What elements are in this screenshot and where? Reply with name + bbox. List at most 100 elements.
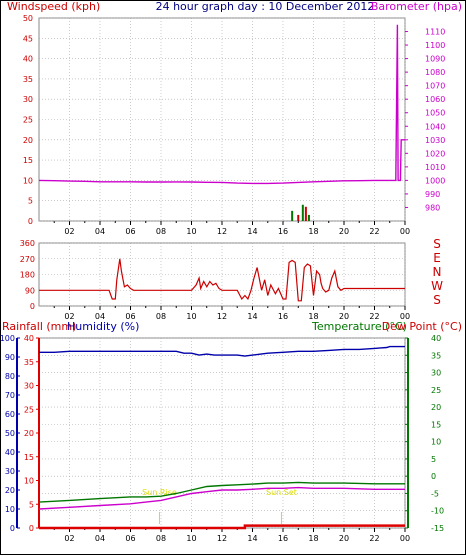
direction-tick-label: 360: [20, 239, 35, 248]
x-tick-label: 04: [95, 534, 105, 543]
barometer-tick-label: 1060: [425, 95, 445, 104]
x-tick-label: 12: [217, 227, 227, 236]
windspeed-tick-label: 20: [23, 136, 33, 145]
humidity-tick-label: 30: [5, 467, 15, 476]
dewpoint-line: [38, 486, 405, 510]
rainfall-tick-label: 0: [29, 524, 34, 533]
dewpoint-axis-label: Dew Point (°C): [382, 320, 462, 333]
rainfall-tick-label: 10: [24, 477, 34, 486]
chart-title: 24 hour graph day : 10 December 2012: [156, 0, 375, 13]
x-tick-label: 14: [247, 534, 257, 543]
windspeed-tick-label: 35: [23, 75, 33, 84]
rainfall-tick-label: 15: [24, 453, 34, 462]
x-tick-label: 00: [400, 227, 410, 236]
direction-tick-label: 0: [30, 302, 35, 311]
humidity-tick-label: 60: [5, 410, 15, 419]
x-tick-label: 04: [95, 312, 105, 321]
x-tick-label: 02: [64, 227, 74, 236]
barometer-tick-label: 980: [425, 203, 440, 212]
x-tick-label: 12: [217, 534, 227, 543]
temperature-tick-label: 10: [431, 438, 441, 447]
barometer-tick-label: 1030: [425, 136, 445, 145]
humidity-tick-label: 50: [5, 429, 15, 438]
barometer-axis-label: Barometer (hpa): [371, 0, 462, 13]
barometer-tick-label: 990: [425, 190, 440, 199]
windspeed-tick-label: 15: [23, 156, 33, 165]
x-tick-label: 08: [156, 534, 166, 543]
humidity-tick-label: 80: [5, 372, 15, 381]
barometer-tick-label: 1110: [425, 28, 445, 37]
temperature-tick-label: 35: [431, 351, 441, 360]
x-tick-label: 22: [369, 534, 379, 543]
x-tick-label: 06: [125, 227, 135, 236]
windspeed-tick-label: 25: [23, 116, 33, 125]
x-tick-label: 14: [247, 312, 257, 321]
x-tick-label: 00: [400, 312, 410, 321]
rainfall-tick-label: 30: [24, 382, 34, 391]
windspeed-tick-label: 50: [23, 14, 33, 23]
humidity-tick-label: 10: [5, 505, 15, 514]
wind-barometer-panel: 02 04 06 08 10 12 14 16 18 20 22 000510152025303540…: [23, 14, 446, 236]
x-tick-label: 10: [186, 227, 196, 236]
x-tick-label: 02: [64, 312, 74, 321]
barometer-tick-label: 1070: [425, 82, 445, 91]
x-tick-label: 00: [400, 534, 410, 543]
x-tick-label: 22: [369, 312, 379, 321]
sunrise-label: Sun Rise: [142, 488, 177, 497]
x-tick-label: 16: [278, 312, 288, 321]
temperature-axis-label: Temperature (°C): [311, 320, 407, 333]
compass-letter: S: [433, 293, 441, 307]
windspeed-tick-label: 40: [23, 55, 33, 64]
direction-tick-label: 180: [20, 271, 35, 280]
direction-line: [39, 258, 405, 302]
x-tick-label: 18: [308, 312, 318, 321]
sunset-label: Sun Set: [266, 488, 297, 497]
x-tick-label: 10: [186, 312, 196, 321]
barometer-tick-label: 1090: [425, 55, 445, 64]
temperature-tick-label: 5: [431, 455, 436, 464]
humidity-line: [39, 345, 405, 357]
direction-tick-label: 90: [25, 286, 35, 295]
windspeed-tick-label: 0: [28, 217, 33, 226]
rainfall-tick-label: 35: [24, 358, 34, 367]
temperature-humidity-panel: 02 04 06 08 10 12 14 16 18 20 22 00-15-10-505101520…: [0, 334, 444, 543]
x-tick-label: 18: [308, 227, 318, 236]
x-tick-label: 02: [64, 534, 74, 543]
rainfall-tick-label: 20: [24, 429, 34, 438]
rainfall-tick-label: 40: [24, 334, 34, 343]
humidity-tick-label: 100: [0, 334, 15, 343]
temperature-tick-label: 15: [431, 420, 441, 429]
temperature-tick-label: 30: [431, 369, 441, 378]
windspeed-axis-label: Windspeed (kph): [7, 0, 100, 13]
x-tick-label: 16: [278, 534, 288, 543]
temperature-line: [38, 481, 405, 503]
x-tick-label: 08: [156, 227, 166, 236]
windspeed-tick-label: 30: [23, 95, 33, 104]
x-tick-label: 14: [247, 227, 257, 236]
humidity-axis-label: Humidity (%): [67, 320, 139, 333]
x-tick-label: 04: [95, 227, 105, 236]
barometer-tick-label: 1020: [425, 149, 445, 158]
temperature-tick-label: 0: [431, 472, 436, 481]
barometer-line: [38, 24, 405, 185]
windspeed-tick-label: 45: [23, 34, 33, 43]
compass-letter: S: [433, 237, 441, 251]
x-tick-label: 20: [339, 227, 349, 236]
temperature-tick-label: 25: [431, 386, 441, 395]
rainfall-axis-label: Rainfall (mm): [2, 320, 76, 333]
humidity-tick-label: 70: [5, 391, 15, 400]
compass-letter: E: [433, 251, 441, 265]
humidity-tick-label: 40: [5, 448, 15, 457]
barometer-tick-label: 1010: [425, 163, 445, 172]
x-tick-label: 18: [308, 534, 318, 543]
x-tick-label: 20: [339, 534, 349, 543]
x-tick-label: 22: [369, 227, 379, 236]
x-tick-label: 06: [125, 312, 135, 321]
compass-letter: N: [433, 265, 442, 279]
temperature-tick-label: -15: [431, 524, 444, 533]
temperature-tick-label: -5: [431, 489, 439, 498]
direction-tick-label: 270: [20, 255, 35, 264]
